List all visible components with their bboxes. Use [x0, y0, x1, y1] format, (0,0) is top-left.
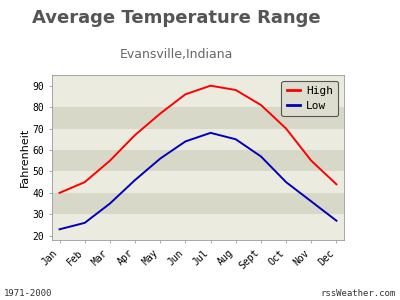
- Text: 1971-2000: 1971-2000: [4, 290, 52, 298]
- Bar: [52, 214, 344, 236]
- Bar: [52, 86, 344, 107]
- Bar: [52, 150, 344, 171]
- Bar: [52, 107, 344, 129]
- Bar: [52, 193, 344, 214]
- Text: Evansville,Indiana: Evansville,Indiana: [119, 48, 233, 61]
- Legend: High, Low: High, Low: [282, 81, 338, 116]
- Bar: [52, 171, 344, 193]
- Text: Average Temperature Range: Average Temperature Range: [32, 9, 320, 27]
- Y-axis label: Fahrenheit: Fahrenheit: [20, 128, 30, 187]
- Bar: [52, 129, 344, 150]
- Text: rssWeather.com: rssWeather.com: [321, 290, 396, 298]
